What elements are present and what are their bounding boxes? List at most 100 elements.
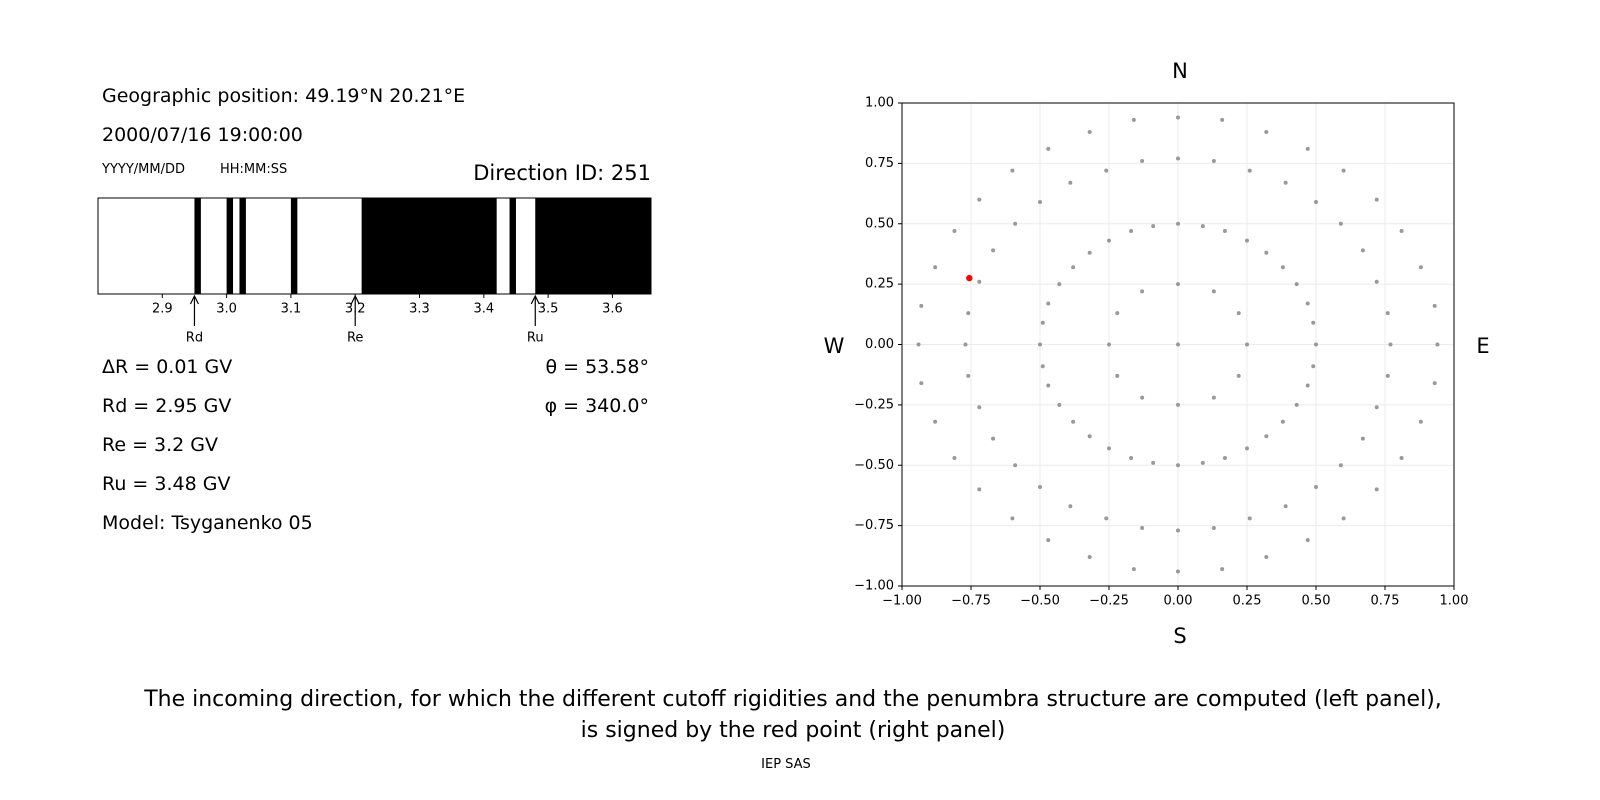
plot-border xyxy=(97,197,652,295)
x-tick-label: 0.25 xyxy=(1233,594,1262,609)
point xyxy=(1247,168,1252,173)
point xyxy=(1010,516,1015,521)
y-tick-label: −0.25 xyxy=(854,397,894,412)
arrow-head xyxy=(350,294,360,305)
point xyxy=(1222,228,1227,233)
time-format: HH:MM:SS xyxy=(220,162,287,177)
point xyxy=(1107,446,1111,451)
point xyxy=(1057,402,1062,407)
point xyxy=(1245,446,1249,451)
point xyxy=(1046,146,1051,151)
point xyxy=(1115,373,1120,378)
point xyxy=(1264,129,1269,134)
plot-border xyxy=(901,102,1455,587)
point xyxy=(1374,197,1379,202)
point xyxy=(1071,265,1076,270)
forbidden-band xyxy=(509,198,516,294)
point xyxy=(1176,569,1180,574)
arrow-head xyxy=(189,294,199,305)
x-tick-label: −0.50 xyxy=(1020,594,1060,609)
point xyxy=(966,311,971,316)
y-tick-label: 0.50 xyxy=(865,216,894,231)
point xyxy=(991,436,996,441)
point xyxy=(1176,528,1180,533)
point xyxy=(919,303,924,308)
x-tick-label: 3.1 xyxy=(281,302,302,317)
point xyxy=(1176,221,1180,226)
point xyxy=(1038,200,1042,205)
point xyxy=(1338,463,1343,468)
point xyxy=(1071,419,1076,424)
point xyxy=(1087,555,1092,560)
compass-label: E xyxy=(1476,334,1489,358)
point xyxy=(916,342,921,347)
point xyxy=(1305,146,1310,151)
point xyxy=(1305,301,1310,306)
point xyxy=(1115,311,1120,316)
date-format: YYYY/MM/DD xyxy=(101,162,185,177)
point xyxy=(1305,383,1310,388)
point xyxy=(1068,180,1073,185)
point xyxy=(1013,221,1018,226)
point xyxy=(991,248,996,253)
forbidden-band xyxy=(290,198,298,294)
point xyxy=(1399,456,1404,461)
x-tick-label: 0.00 xyxy=(1164,594,1193,609)
point xyxy=(1385,373,1390,378)
point xyxy=(1435,342,1440,347)
y-tick-label: 0.75 xyxy=(865,156,894,171)
point xyxy=(1374,279,1379,284)
point xyxy=(1140,395,1145,400)
point xyxy=(1236,311,1241,316)
point xyxy=(1280,265,1285,270)
point xyxy=(1264,250,1269,255)
y-tick-label: −0.75 xyxy=(854,518,894,533)
position: Geographic position: 49.19°N 20.21°E xyxy=(102,85,465,107)
point xyxy=(1314,484,1318,489)
point xyxy=(1010,168,1015,173)
point xyxy=(1264,434,1269,439)
point xyxy=(1104,516,1109,521)
point xyxy=(933,265,938,270)
x-tick-label: 3.5 xyxy=(538,302,559,317)
point xyxy=(1176,156,1180,161)
point xyxy=(977,405,982,410)
point xyxy=(1176,282,1180,287)
point xyxy=(1140,289,1145,294)
point xyxy=(933,419,938,424)
info-line: ΔR = 0.01 GV xyxy=(102,356,232,378)
info-line: Re = 3.2 GV xyxy=(102,434,218,456)
point xyxy=(1374,487,1379,492)
point xyxy=(977,197,982,202)
point xyxy=(1046,538,1051,543)
forbidden-band xyxy=(226,198,234,294)
x-tick-label: 0.50 xyxy=(1302,594,1331,609)
marker-label: Re xyxy=(347,331,363,346)
point xyxy=(1418,265,1423,270)
point xyxy=(1131,567,1136,572)
point xyxy=(1046,383,1051,388)
point xyxy=(1220,117,1225,122)
point xyxy=(1176,342,1180,347)
point xyxy=(919,381,924,386)
point xyxy=(977,487,982,492)
y-tick-label: 1.00 xyxy=(865,96,894,111)
forbidden-band xyxy=(239,198,246,294)
angle: θ = 53.58° xyxy=(545,356,649,378)
point xyxy=(1311,320,1316,325)
point xyxy=(1040,320,1045,325)
point xyxy=(1200,460,1205,465)
point xyxy=(1129,228,1134,233)
angle: φ = 340.0° xyxy=(545,395,649,417)
point xyxy=(1211,526,1216,531)
y-tick-label: 0.00 xyxy=(865,337,894,352)
point xyxy=(1211,158,1216,163)
point xyxy=(1314,342,1318,347)
point xyxy=(1107,238,1111,243)
point xyxy=(1341,168,1346,173)
point xyxy=(1341,516,1346,521)
point xyxy=(1140,526,1145,531)
point xyxy=(1305,538,1310,543)
forbidden-band xyxy=(194,198,201,294)
x-tick-label: 3.4 xyxy=(473,302,494,317)
